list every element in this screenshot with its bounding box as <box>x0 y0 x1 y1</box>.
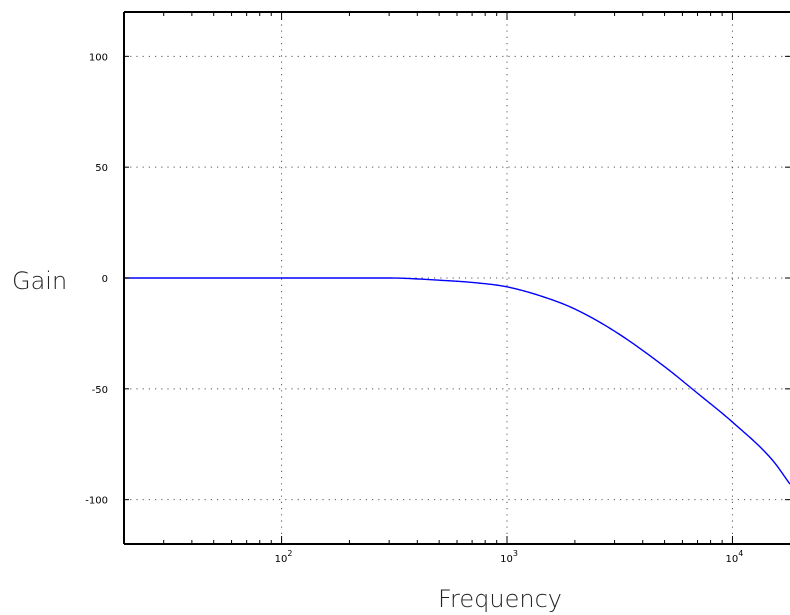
y-tick-label: 100 <box>89 52 108 63</box>
y-tick-label: -100 <box>85 496 108 507</box>
y-axis-title: Gain <box>12 267 67 295</box>
x-tick-label: 104 <box>726 549 744 565</box>
x-tick-label: 103 <box>500 549 518 565</box>
x-ticks: 102 103 104 <box>275 12 744 565</box>
gain-curve <box>124 277 790 485</box>
y-tick-label: 0 <box>102 274 108 285</box>
x-axis-title: Frequency <box>438 585 562 613</box>
x-tick-label: 102 <box>275 549 293 565</box>
y-ticks: -100 -50 0 50 100 <box>85 52 790 507</box>
y-tick-label: 50 <box>95 163 108 174</box>
y-tick-label: -50 <box>92 385 108 396</box>
